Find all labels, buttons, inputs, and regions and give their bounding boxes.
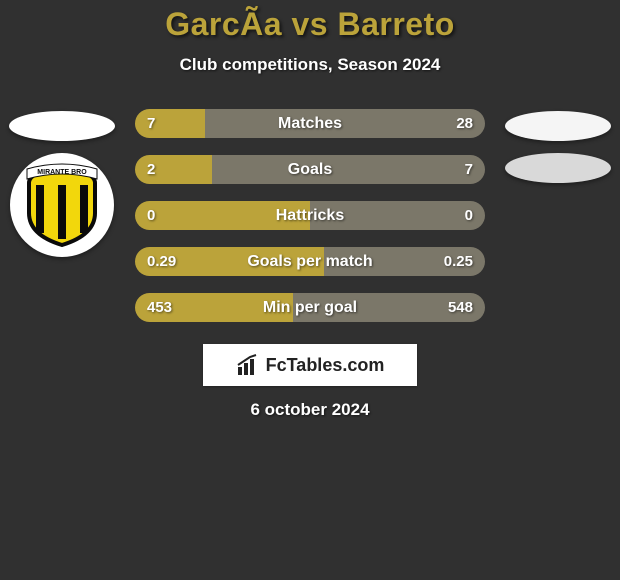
- right-flag-oval-2: [505, 153, 611, 183]
- stat-bar-right-segment: [205, 109, 485, 138]
- stat-bar-right-segment: [293, 293, 486, 322]
- main-row: MIRANTE BRO Matches728 Goals27 Hattricks00…: [0, 109, 620, 322]
- stat-bar: Goals per match0.290.25: [135, 247, 485, 276]
- stat-bar-left-segment: [135, 201, 310, 230]
- page-title: GarcÃ­a vs Barreto: [165, 6, 455, 43]
- left-flag-oval: [9, 111, 115, 141]
- stat-bar: Hattricks00: [135, 201, 485, 230]
- shield-icon: MIRANTE BRO: [25, 163, 99, 247]
- stat-bar: Min per goal453548: [135, 293, 485, 322]
- right-column: [503, 109, 613, 183]
- date-line: 6 october 2024: [250, 400, 369, 420]
- brand-box: FcTables.com: [203, 344, 417, 386]
- bars-chart-icon: [236, 353, 260, 377]
- right-flag-oval-1: [505, 111, 611, 141]
- stat-bar-right-segment: [310, 201, 485, 230]
- stat-bar-left-segment: [135, 109, 205, 138]
- left-column: MIRANTE BRO: [7, 109, 117, 257]
- stat-bar-left-segment: [135, 155, 212, 184]
- stat-bar-right-segment: [212, 155, 485, 184]
- page-subtitle: Club competitions, Season 2024: [180, 55, 441, 75]
- stat-bar: Goals27: [135, 155, 485, 184]
- brand-text: FcTables.com: [266, 355, 385, 376]
- stat-bar-left-segment: [135, 293, 293, 322]
- shield-ribbon-text: MIRANTE BRO: [37, 169, 87, 176]
- stat-bar-left-segment: [135, 247, 324, 276]
- stat-bar: Matches728: [135, 109, 485, 138]
- left-club-badge: MIRANTE BRO: [10, 153, 114, 257]
- stat-bar-right-segment: [324, 247, 485, 276]
- stats-bars: Matches728 Goals27 Hattricks00 Goals per ma…: [135, 109, 485, 322]
- content-root: GarcÃ­a vs Barreto Club competitions, Se…: [0, 0, 620, 580]
